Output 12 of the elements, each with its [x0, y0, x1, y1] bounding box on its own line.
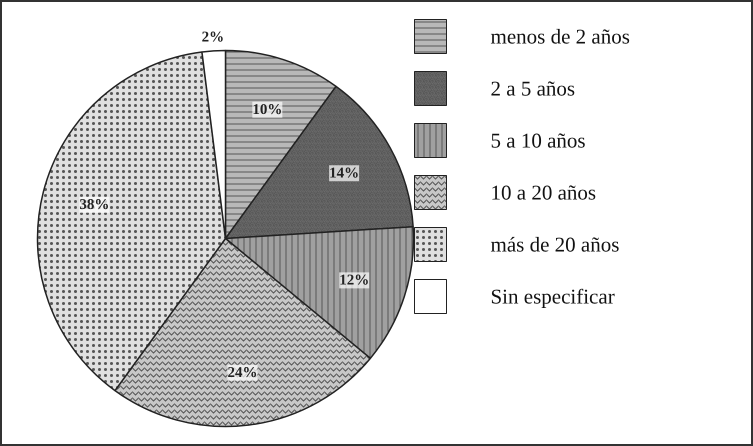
data-label: 38% [79, 196, 110, 213]
legend-label: 10 a 20 años [490, 180, 596, 204]
legend-label: menos de 2 años [490, 24, 630, 48]
legend-label: más de 20 años [490, 232, 620, 256]
data-label: 14% [329, 165, 360, 182]
data-label: 12% [339, 272, 370, 288]
data-label: 10% [252, 102, 282, 118]
data-label: 2% [202, 30, 224, 46]
legend-label: 5 a 10 años [490, 128, 586, 152]
data-label: 24% [227, 364, 258, 381]
legend-label: 2 a 5 años [490, 76, 576, 100]
legend-label: Sin especificar [490, 284, 615, 308]
